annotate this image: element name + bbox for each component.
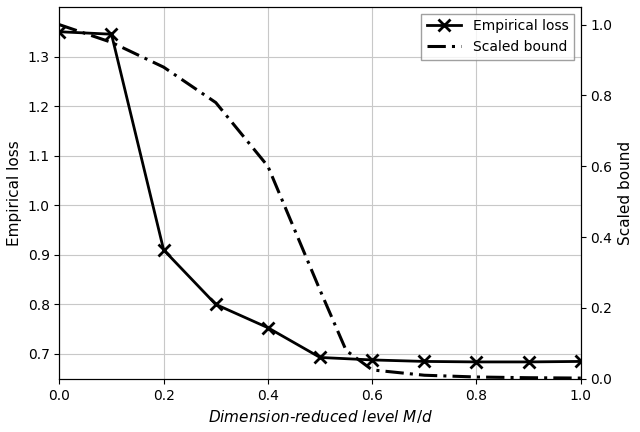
Line: Scaled bound: Scaled bound [60, 25, 580, 378]
X-axis label: Dimension-reduced level $M/d$: Dimension-reduced level $M/d$ [207, 408, 433, 425]
Scaled bound [420, 373, 428, 378]
Legend: Empirical loss, Scaled bound: Empirical loss, Scaled bound [421, 14, 574, 60]
Scaled bound [473, 375, 481, 380]
Scaled bound [108, 40, 115, 45]
Line: Empirical loss: Empirical loss [54, 26, 586, 368]
Scaled bound [525, 375, 532, 380]
Empirical loss [369, 357, 376, 362]
Empirical loss [56, 29, 63, 34]
Scaled bound [369, 367, 376, 372]
Scaled bound [264, 164, 272, 169]
Scaled bound [212, 100, 220, 105]
Scaled bound [56, 22, 63, 27]
Empirical loss [577, 359, 584, 364]
Empirical loss [264, 325, 272, 330]
Empirical loss [160, 247, 168, 252]
Y-axis label: Empirical loss: Empirical loss [7, 140, 22, 246]
Scaled bound [160, 64, 168, 70]
Scaled bound [342, 348, 350, 353]
Scaled bound [316, 288, 324, 293]
Empirical loss [108, 32, 115, 37]
Empirical loss [316, 355, 324, 360]
Empirical loss [212, 302, 220, 307]
Scaled bound [577, 375, 584, 381]
Empirical loss [525, 359, 532, 365]
Empirical loss [473, 359, 481, 365]
Empirical loss [420, 359, 428, 364]
Y-axis label: Scaled bound: Scaled bound [618, 141, 633, 245]
